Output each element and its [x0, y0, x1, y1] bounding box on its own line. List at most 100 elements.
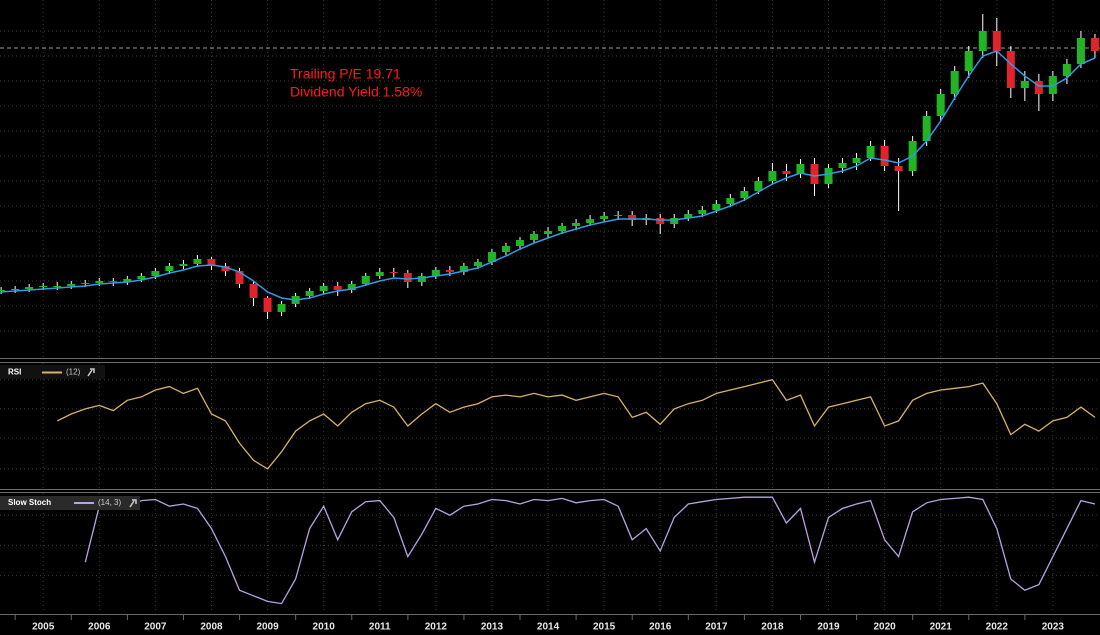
candle-body: [347, 284, 356, 290]
plot-area: [0, 14, 1100, 605]
candle-body: [305, 291, 314, 296]
candle-body: [1020, 81, 1029, 88]
candle-body: [964, 51, 973, 71]
legend-label: Slow Stoch: [8, 498, 51, 507]
candle-body: [277, 304, 286, 312]
candle-body: [670, 218, 679, 224]
candle-body: [249, 284, 258, 298]
candle-body: [572, 223, 581, 226]
candle-body: [165, 266, 174, 271]
candle-body: [684, 214, 693, 218]
settings-icon[interactable]: [129, 499, 137, 508]
x-tick-label: 2021: [930, 622, 953, 633]
candle-body: [1076, 38, 1085, 64]
x-tick-label: 2023: [1042, 622, 1065, 633]
candle-body: [25, 287, 34, 289]
rsi-legend: RSI (12): [0, 365, 105, 379]
candle-body: [1062, 64, 1071, 76]
candle-body: [810, 164, 819, 184]
candle-body: [375, 272, 384, 276]
candle-body: [992, 31, 1001, 51]
x-tick-label: 2011: [369, 622, 391, 633]
candle-body: [193, 259, 202, 264]
x-tick-label: 2012: [425, 622, 448, 633]
x-tick-label: 2019: [817, 622, 840, 633]
candle-body: [894, 166, 903, 171]
candle-body: [796, 164, 805, 174]
candle-body: [586, 219, 595, 223]
candle-body: [712, 204, 721, 210]
candle-body: [740, 191, 749, 198]
indicator-line: [84, 496, 1096, 605]
candle-body: [600, 216, 609, 219]
annotation: Dividend Yield 1.58%: [290, 84, 422, 100]
candle-body: [403, 273, 412, 282]
x-tick-label: 2005: [32, 622, 55, 633]
settings-icon[interactable]: [87, 368, 95, 377]
candle-body: [389, 272, 398, 273]
stoch-legend: Slow Stoch (14, 3): [0, 496, 140, 510]
candle-body: [880, 146, 889, 166]
x-tick-label: 2018: [761, 622, 784, 633]
candle-body: [179, 264, 188, 266]
candle-body: [67, 284, 76, 286]
candle-body: [473, 262, 482, 266]
x-tick-label: 2022: [986, 622, 1009, 633]
candle-body: [936, 94, 945, 116]
x-tick-label: 2016: [649, 622, 672, 633]
candle-body: [109, 281, 118, 282]
candle-body: [782, 171, 791, 174]
candle-body: [431, 270, 440, 276]
candle-body: [1006, 51, 1015, 88]
candle-body: [838, 163, 847, 168]
moving-average: [1, 50, 1096, 301]
candle-body: [123, 279, 132, 282]
candle-body: [81, 283, 90, 284]
candle-body: [11, 289, 20, 290]
candle-body: [39, 286, 48, 287]
candle-body: [1034, 81, 1043, 94]
candle-body: [263, 298, 272, 312]
candle-body: [754, 181, 763, 191]
x-tick-label: 2020: [873, 622, 896, 633]
candle-body: [824, 168, 833, 184]
candle-body: [544, 231, 553, 234]
x-tick-label: 2010: [313, 622, 336, 633]
candle-body: [221, 266, 230, 271]
x-tick-label: 2013: [481, 622, 504, 633]
candle-body: [53, 286, 62, 287]
legend-label: RSI: [8, 368, 21, 377]
candle-body: [459, 266, 468, 272]
legend-params: (12): [66, 368, 81, 377]
x-tick-label: 2017: [705, 622, 728, 633]
candle-body: [866, 146, 875, 158]
candle-body: [558, 226, 567, 231]
candle-body: [361, 276, 370, 284]
candle-body: [726, 198, 735, 204]
candle-body: [1048, 76, 1057, 94]
x-tick-label: 2014: [537, 622, 560, 633]
candle-body: [852, 158, 861, 163]
indicator-line: [56, 378, 1096, 470]
candle-body: [319, 286, 328, 291]
candle-body: [207, 259, 216, 266]
candle-body: [333, 286, 342, 290]
legend-params: (14, 3): [98, 498, 121, 507]
annotation: Trailing P/E 19.71: [290, 66, 401, 82]
candle-body: [235, 271, 244, 284]
candle-body: [628, 215, 637, 220]
candle-body: [698, 210, 707, 214]
x-tick-label: 2008: [200, 622, 223, 633]
candle-body: [445, 270, 454, 272]
candle-body: [137, 276, 146, 279]
candle-body: [95, 281, 104, 283]
candle-body: [950, 71, 959, 94]
candle-body: [501, 246, 510, 252]
x-tick-label: 2007: [144, 622, 167, 633]
legend-box: [0, 496, 140, 510]
candle-body: [515, 240, 524, 246]
candle-body: [530, 234, 539, 240]
candle-body: [922, 116, 931, 141]
candle-body: [978, 31, 987, 51]
